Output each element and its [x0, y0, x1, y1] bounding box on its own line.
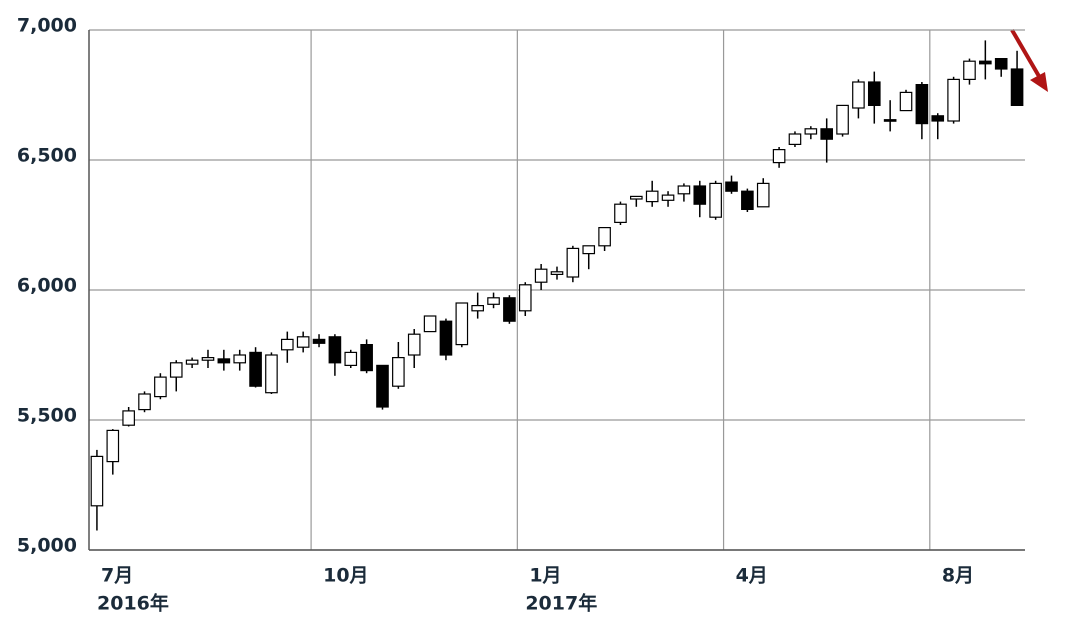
candle-body	[122, 410, 135, 426]
candle-body	[883, 119, 897, 122]
candle-body	[328, 336, 342, 364]
y-tick-label: 7,000	[17, 15, 77, 37]
candle-body	[471, 305, 484, 312]
candle-body	[169, 362, 183, 378]
candle-body	[614, 203, 627, 223]
candle-body	[233, 354, 247, 364]
trend-arrow	[1010, 28, 1048, 92]
candle-body	[915, 83, 929, 125]
candle-body	[1010, 68, 1024, 107]
x-tick-label: 4月	[736, 565, 768, 587]
candle-body	[487, 297, 500, 305]
candle-body	[836, 104, 849, 135]
candle-body	[344, 351, 358, 366]
candle-body	[931, 115, 945, 122]
candle-body	[645, 190, 659, 203]
candle-body	[423, 315, 437, 333]
candle-body	[963, 60, 976, 81]
candle-body	[280, 338, 294, 351]
y-tick-label: 6,000	[17, 275, 77, 297]
candle-body	[804, 128, 818, 135]
candle-body	[994, 57, 1008, 70]
candle-body	[756, 182, 770, 208]
candle-body	[154, 376, 167, 398]
arrow-head	[1030, 72, 1048, 92]
x-tick-label: 8月	[942, 565, 974, 587]
candle-body	[392, 357, 405, 387]
x-tick-label: 10月	[323, 565, 368, 587]
candle-body	[709, 182, 722, 218]
candle-body	[217, 358, 231, 364]
candle-body	[693, 185, 707, 205]
candle-body	[725, 181, 738, 192]
x-tick-label: 7月	[101, 565, 133, 587]
candle-body	[582, 245, 596, 255]
candle-body	[455, 302, 469, 346]
arrow-shaft	[1010, 28, 1042, 80]
candle-body	[439, 320, 453, 356]
candle-body	[677, 185, 691, 195]
candle-body	[979, 60, 992, 65]
candle-body	[249, 351, 262, 387]
candle-body	[376, 364, 389, 408]
candle-body	[550, 271, 564, 275]
candle-body	[503, 297, 516, 322]
candle-body	[899, 91, 913, 112]
candle-body	[360, 344, 373, 372]
candle-body	[867, 81, 881, 106]
candle-body	[312, 338, 326, 344]
candle-body	[772, 149, 786, 164]
y-tick-label: 5,000	[17, 535, 77, 557]
candle-body	[534, 268, 548, 283]
candle-body	[598, 227, 611, 247]
candle-body	[265, 354, 278, 394]
candle-body	[296, 336, 310, 348]
candle-body	[852, 81, 865, 109]
candle-body	[138, 393, 151, 411]
candle-body	[106, 429, 120, 463]
candle-body	[185, 359, 199, 365]
y-tick-label: 5,500	[17, 405, 77, 427]
candle-body	[518, 284, 532, 312]
candle-body	[201, 357, 215, 361]
candle-body	[566, 247, 580, 278]
candle-body	[820, 128, 834, 140]
candle-body	[407, 333, 421, 356]
x-group-label: 2017年	[525, 592, 597, 615]
candle-body	[947, 78, 960, 122]
candle-body	[630, 195, 643, 200]
candle-body	[788, 133, 802, 145]
x-group-label: 2016年	[97, 592, 169, 615]
y-tick-label: 6,500	[17, 145, 77, 167]
x-tick-label: 1月	[529, 565, 561, 587]
candle-body	[741, 190, 754, 210]
candle-body	[90, 455, 104, 507]
candle-body	[661, 194, 675, 201]
